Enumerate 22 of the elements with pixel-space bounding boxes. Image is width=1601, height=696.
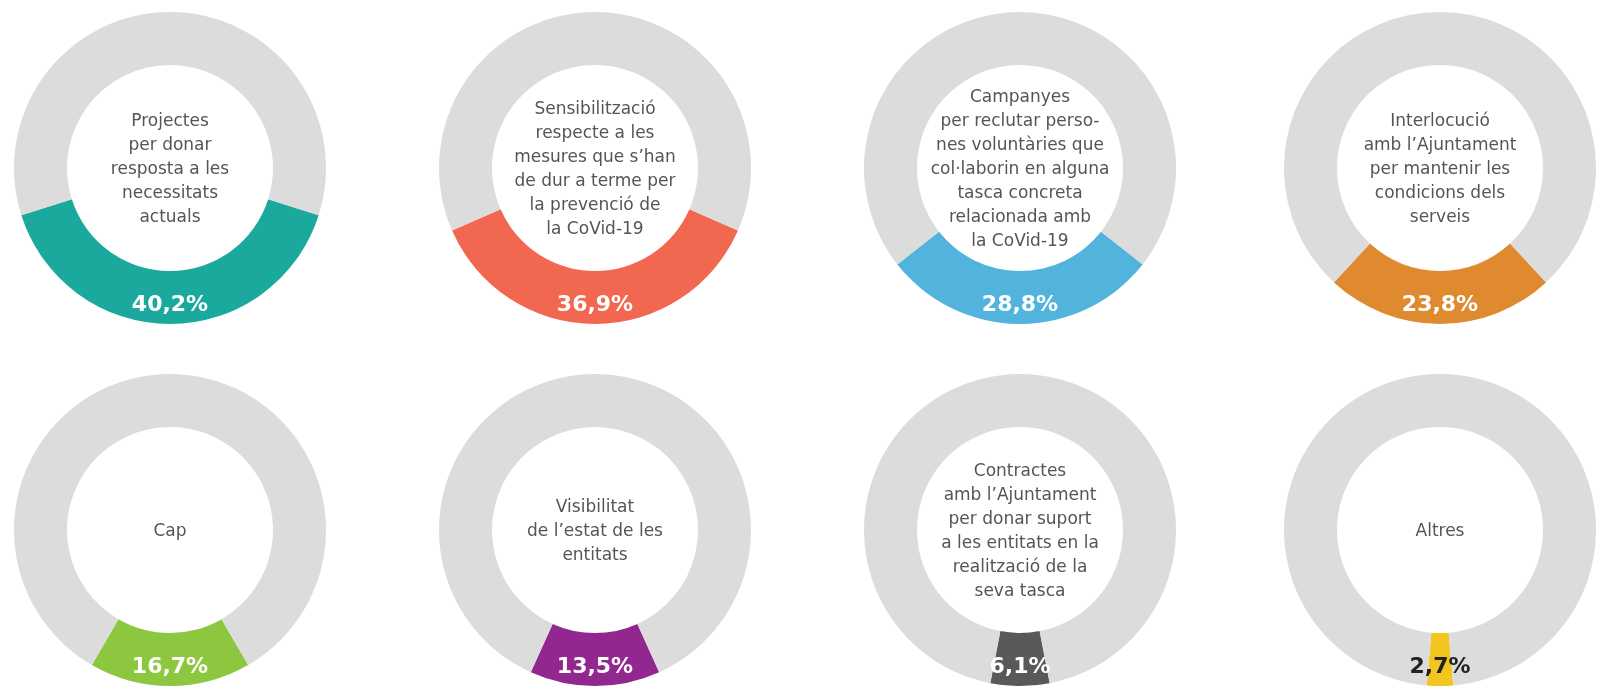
text: Interlocució amb l’Ajuntament per mantenir les condicions dels serveis [1363, 110, 1517, 226]
text: Sensibilització respecte a les mesures que s’han de dur a terme per la prevenció de la CoVid-19 [514, 98, 676, 238]
text: Projectes per donar resposta a les necessitats actuals [110, 110, 230, 226]
donut-slice [1333, 243, 1547, 324]
donut-slice [897, 231, 1143, 324]
text: Cap [153, 520, 187, 540]
donut-slice [1284, 12, 1596, 283]
text: Contractes amb l’Ajuntament per donar suport a les entitats en la realització de la seva tasca [941, 460, 1099, 600]
donut-slice [1284, 374, 1596, 686]
data-label: 16,7% [131, 652, 209, 678]
donut-slice [21, 199, 319, 324]
data-label: 40,2% [131, 290, 209, 316]
data-label: 28,8% [981, 290, 1059, 316]
donut-slice [91, 619, 249, 686]
text: Altres [1415, 520, 1465, 540]
data-label: 23,8% [1401, 290, 1479, 316]
text: Campanyes per reclutar perso- nes voluntàries que col·laborin en alguna tasca concreta relacionada amb la CoVid-19 [930, 86, 1110, 250]
data-label: 36,9% [556, 290, 634, 316]
text: Visibilitat de l’estat de les entitats [527, 496, 664, 564]
donut-slice [864, 374, 1176, 684]
donut-slice [864, 12, 1176, 265]
data-label: 13,5% [556, 652, 634, 678]
